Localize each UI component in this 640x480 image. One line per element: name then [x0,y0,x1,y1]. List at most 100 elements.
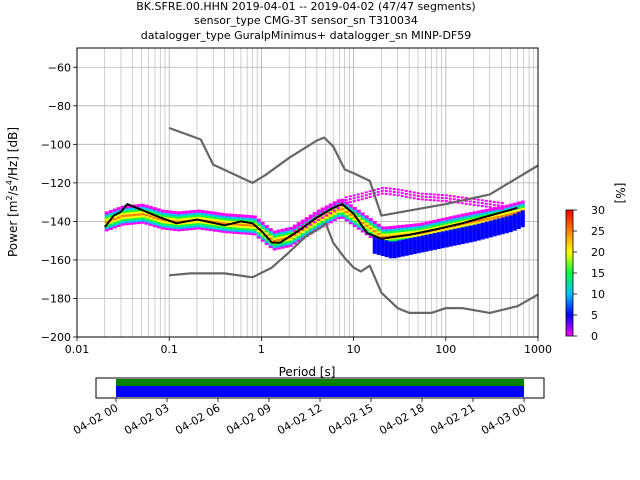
density-cell [448,243,453,247]
density-cell [424,225,429,229]
density-cell [128,211,133,215]
density-cell [256,235,261,239]
density-cell [396,231,401,235]
density-cell [268,228,273,232]
density-cell [236,229,241,233]
density-cell [428,247,433,251]
density-cell [392,238,397,242]
density-cell [160,226,165,230]
density-cell [164,226,169,230]
density-cell [212,224,217,228]
density-cell [316,209,321,213]
timeline-ticks: 04-02 00 04-02 03 04-02 06 04-02 09 04-02 12… [71,398,529,437]
density-cell [404,230,409,234]
density-cell [364,194,368,197]
density-cell [264,225,269,229]
density-cell [260,234,265,238]
density-cell [248,223,253,227]
density-cell [248,215,253,219]
density-cell [296,234,301,238]
density-cell [448,220,453,224]
density-cell [128,217,133,221]
density-cell [368,228,373,232]
density-cell [420,226,425,230]
density-cell [348,198,352,201]
density-cell [404,248,409,252]
density-cell [360,214,365,218]
density-cell [304,231,309,235]
density-cell [508,219,513,223]
density-cell [152,224,157,228]
density-cell [380,192,384,195]
density-cell [380,228,385,232]
density-cell [176,213,181,217]
density-cell [316,218,320,221]
density-cell [300,234,305,238]
density-cell [360,229,365,233]
density-cell [372,236,377,240]
title-line-1: BK.SFRE.00.HHN 2019-04-01 -- 2019-04-02 … [136,0,475,13]
density-cell [388,232,393,236]
density-cell [140,220,145,224]
density-cell [400,226,405,230]
density-cell [164,220,169,224]
density-cell [160,220,165,224]
density-cell [416,227,421,231]
density-cell [460,238,465,242]
density-cell [516,212,521,216]
density-cell [488,222,493,226]
density-cell [168,223,173,227]
y-tick-label: −180 [41,292,71,305]
density-cell [496,232,501,236]
density-cell [112,219,117,223]
density-cell [272,232,277,236]
density-cell [432,239,437,243]
density-cell [188,212,193,216]
density-cell [360,195,364,198]
density-cell [440,224,445,228]
density-cell [432,199,436,202]
density-cell [500,217,505,221]
density-cell [344,207,349,211]
density-cell [396,240,401,244]
density-cell [452,242,457,246]
density-cell [452,198,456,201]
density-cell [516,225,521,229]
density-cell [168,210,173,214]
density-cell [488,227,493,231]
density-cell [144,215,149,219]
density-cell [404,237,409,241]
density-cell [384,234,389,238]
density-cell [216,216,221,220]
density-cell [480,220,485,224]
density-cell [252,217,257,221]
density-cell [464,199,468,202]
density-cell [360,218,365,222]
density-cell [412,248,417,252]
density-cell [504,213,509,217]
density-cell [476,218,481,222]
y-label-superscript: 4 [5,180,14,185]
density-cell [148,222,153,226]
density-cell [368,220,373,224]
density-cell [312,224,317,228]
x-axis-label: Period [s] [279,365,336,379]
density-cell [380,189,384,192]
density-cell [436,199,440,202]
density-cell [400,253,405,257]
density-cell [516,210,521,214]
density-cell [196,220,201,224]
density-cell [392,243,397,247]
density-cell [108,214,113,218]
density-cell [428,220,433,224]
density-cell [220,227,225,231]
density-cell [388,230,393,234]
density-cell [280,232,285,236]
density-cell [280,241,285,245]
density-cell [192,222,197,226]
density-cell [156,208,161,212]
density-cell [328,216,333,220]
density-cell [416,247,421,251]
density-cell [416,233,421,237]
density-cell [476,237,481,241]
